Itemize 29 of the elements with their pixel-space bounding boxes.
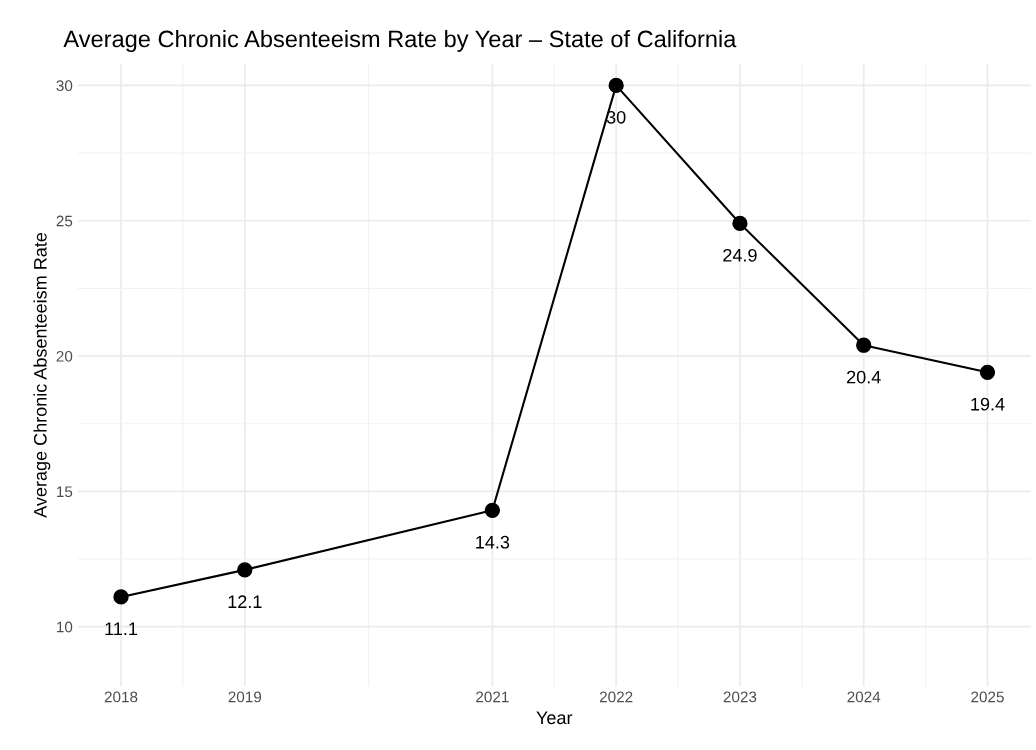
x-tick-label: 2024 [847, 691, 881, 703]
x-tick-label: 2018 [104, 691, 138, 703]
data-label: 11.1 [105, 622, 138, 636]
x-tick-label: 2022 [599, 691, 633, 703]
y-axis-title: Average Chronic Absenteeism Rate [33, 232, 51, 518]
y-tick-label: 10 [57, 621, 73, 633]
y-tick-label: 20 [56, 350, 73, 362]
x-tick-label: 2025 [971, 691, 1004, 703]
y-tick-label: 15 [57, 486, 73, 498]
x-tick-label: 2023 [723, 691, 757, 703]
data-label: 12.1 [228, 595, 262, 608]
data-label: 20.4 [847, 370, 881, 384]
y-tick-label: 30 [56, 80, 73, 92]
point [979, 364, 996, 380]
data-label: 24.9 [723, 248, 757, 262]
point [484, 502, 501, 518]
data-label: 30 [606, 110, 626, 124]
point [113, 589, 129, 605]
chart-title: Average Chronic Absenteeism Rate by Year – State of California [63, 29, 737, 52]
point [856, 337, 872, 353]
data-label: 19.4 [971, 397, 1005, 411]
data-label: 14.3 [476, 535, 510, 549]
point [608, 77, 624, 94]
x-tick-label: 2021 [476, 691, 509, 703]
point [732, 215, 748, 232]
y-tick-label: 25 [56, 215, 73, 227]
x-axis-title: Year [536, 711, 573, 725]
x-tick-label: 2019 [228, 691, 262, 703]
point [237, 562, 253, 578]
